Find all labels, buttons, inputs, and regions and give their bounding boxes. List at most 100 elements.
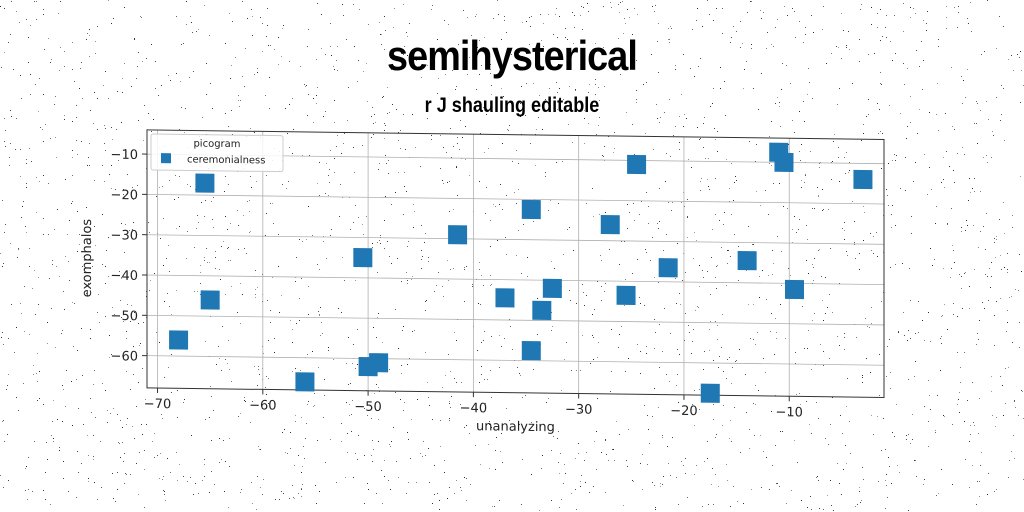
noise-speck [404, 186, 405, 187]
noise-speck [957, 352, 958, 353]
noise-speck [45, 472, 46, 473]
noise-speck [628, 358, 629, 359]
noise-speck [831, 179, 832, 180]
noise-speck [996, 301, 997, 302]
noise-speck [43, 234, 44, 235]
noise-speck [967, 400, 968, 401]
noise-speck [987, 494, 988, 495]
noise-speck [337, 135, 338, 136]
noise-speck [1019, 347, 1020, 348]
noise-speck [636, 60, 637, 61]
noise-speck [561, 499, 562, 500]
noise-speck [946, 17, 947, 18]
noise-speck [652, 6, 653, 7]
noise-speck [753, 88, 754, 89]
noise-speck [708, 158, 709, 159]
noise-speck [840, 415, 841, 416]
noise-speck [122, 92, 123, 93]
noise-speck [308, 206, 309, 207]
noise-speck [814, 313, 815, 314]
noise-speck [771, 411, 772, 412]
noise-speck [37, 400, 38, 401]
noise-speck [771, 313, 772, 314]
noise-speck [211, 396, 212, 397]
noise-speck [991, 391, 992, 392]
noise-speck [861, 500, 862, 501]
noise-speck [991, 157, 992, 158]
noise-speck [4, 118, 5, 119]
noise-speck [414, 211, 415, 212]
noise-speck [664, 112, 665, 113]
noise-speck [132, 187, 133, 188]
noise-speck [937, 395, 938, 396]
noise-speck [838, 47, 839, 48]
noise-speck [722, 425, 723, 426]
noise-speck [16, 118, 17, 119]
noise-speck [772, 465, 773, 466]
noise-speck [1019, 254, 1020, 255]
noise-speck [149, 232, 150, 233]
noise-speck [642, 454, 643, 455]
noise-speck [928, 421, 929, 422]
noise-speck [862, 375, 863, 376]
noise-speck [751, 1, 752, 2]
noise-speck [503, 96, 504, 97]
noise-speck [154, 457, 155, 458]
noise-speck [444, 56, 445, 57]
noise-speck [739, 349, 740, 350]
noise-speck [97, 26, 98, 27]
noise-speck [818, 196, 819, 197]
noise-speck [43, 141, 44, 142]
noise-speck [522, 56, 523, 57]
noise-speck [358, 435, 359, 436]
noise-speck [868, 114, 869, 115]
noise-speck [209, 35, 210, 36]
noise-speck [407, 36, 408, 37]
noise-speck [823, 6, 824, 7]
noise-speck [903, 312, 904, 313]
noise-speck [941, 182, 942, 183]
noise-speck [340, 184, 341, 185]
noise-speck [938, 46, 939, 47]
noise-speck [94, 226, 95, 227]
noise-speck [330, 439, 331, 440]
noise-speck [894, 436, 895, 437]
noise-speck [518, 163, 519, 164]
noise-speck [191, 22, 192, 23]
noise-speck [679, 142, 680, 143]
noise-speck [996, 48, 997, 49]
noise-speck [87, 33, 88, 34]
noise-speck [812, 320, 813, 321]
noise-speck [726, 378, 727, 379]
noise-speck [560, 453, 561, 454]
noise-speck [525, 115, 526, 116]
noise-speck [295, 415, 296, 416]
noise-speck [372, 243, 373, 244]
noise-speck [295, 281, 296, 282]
noise-speck [879, 395, 880, 396]
noise-speck [911, 216, 912, 217]
noise-speck [563, 254, 564, 255]
noise-speck [256, 181, 257, 182]
noise-speck [987, 0, 988, 1]
noise-speck [381, 470, 382, 471]
noise-speck [830, 424, 831, 425]
noise-speck [943, 415, 944, 416]
noise-speck [733, 200, 734, 201]
noise-speck [666, 234, 667, 235]
noise-speck [295, 368, 296, 369]
noise-speck [834, 134, 835, 135]
noise-speck [64, 66, 65, 67]
noise-speck [846, 463, 847, 464]
noise-speck [445, 375, 446, 376]
noise-speck [428, 448, 429, 449]
noise-speck [464, 301, 465, 302]
noise-speck [974, 191, 975, 192]
noise-speck [252, 503, 253, 504]
noise-speck [69, 280, 70, 281]
noise-speck [891, 214, 892, 215]
noise-speck [179, 226, 180, 227]
noise-speck [74, 81, 75, 82]
noise-speck [52, 421, 53, 422]
noise-speck [521, 504, 522, 505]
